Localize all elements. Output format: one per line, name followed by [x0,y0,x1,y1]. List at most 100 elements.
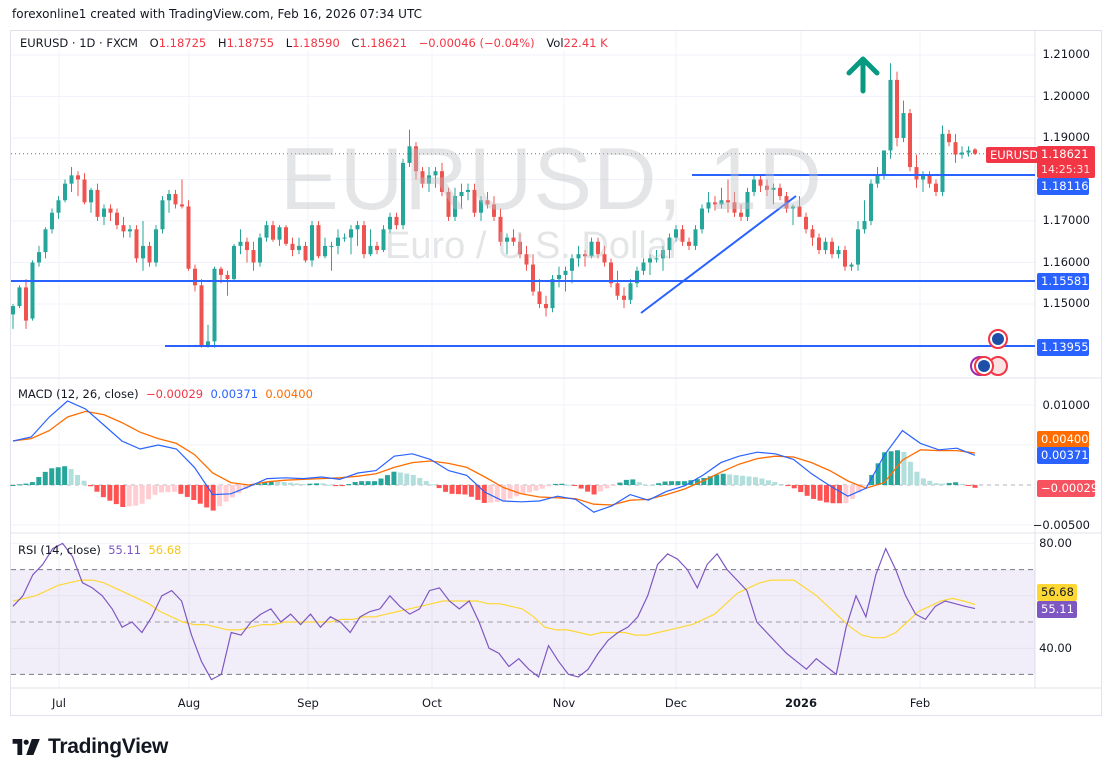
candle-body [225,274,230,280]
candle-body [108,208,113,213]
candle-body [895,79,899,138]
candle-body [186,206,191,269]
candle-body [160,200,165,230]
candle-body [687,241,691,246]
candle-body [310,225,314,261]
macd-histogram-bar [552,483,558,485]
macd-histogram-bar [604,485,610,489]
macd-histogram-bar [113,485,119,505]
candle-body [557,274,561,280]
time-tick: 2026 [784,696,818,710]
macd-line [12,400,976,513]
time-tick: Dec [664,696,688,710]
candle-body [836,250,841,255]
macd-histogram-bar [236,485,242,494]
rsi-tick: 80.00 [1039,536,1072,550]
macd-histogram-bar [759,478,765,485]
time-tick: Oct [422,696,442,710]
candle-body [349,229,353,238]
candle-body [271,225,275,240]
macd-histogram-bar [242,485,248,490]
candle-body [973,149,977,154]
candle-body [102,208,106,217]
macd-histogram-bar [204,485,210,508]
tradingview-logo[interactable]: TradingView [12,735,168,759]
macd-histogram-bar [365,481,371,485]
macd-histogram-bar [888,451,894,485]
candle-body [394,216,399,226]
macd-histogram-bar [927,480,933,485]
rsi-legend: RSI (14, close) 55.11 56.68 [18,543,181,557]
candle-body [719,200,724,205]
macd-histogram-bar [940,483,946,485]
candle-body [927,175,932,184]
macd-histogram-bar [559,483,565,485]
macd-histogram-bar [591,485,597,495]
macd-histogram-bar [55,467,61,485]
candle-body [134,229,139,259]
macd-histogram-bar [178,485,184,494]
candle-body [56,200,61,213]
macd-histogram-bar [811,485,817,499]
macd-histogram-bar [410,474,416,485]
macd-histogram-bar [29,482,35,485]
macd-histogram-bar [585,485,591,492]
candle-body [303,245,308,261]
candle-body [297,245,301,251]
macd-histogram-bar [107,485,113,501]
macd-histogram-bar [320,483,326,485]
candle-body [427,175,431,184]
candle-body [550,279,555,309]
candle-body [524,254,529,265]
macd-histogram-bar [895,450,901,485]
macd-line-tag: 0.00371 [1037,447,1089,464]
candle-body [661,250,665,259]
candle-body [511,237,516,242]
candle-body [804,216,808,230]
level-tag-2: 1.15581 [1037,273,1089,290]
candle-body [459,191,464,197]
macd-histogram-bar [946,482,952,485]
rsi-title[interactable]: RSI (14, close) [18,543,101,557]
macd-histogram-bar [740,475,746,485]
candle-body [875,175,880,184]
candle-body [544,304,548,309]
candle-body [693,229,698,246]
macd-histogram-bar [681,481,687,485]
macd-histogram-bar [953,482,959,485]
macd-histogram-bar [126,485,132,507]
candle-body [869,183,873,221]
macd-title[interactable]: MACD (12, 26, close) [18,387,139,401]
macd-histogram-bar [133,485,139,506]
candle-body [888,79,893,151]
close-value: 1.18621 [359,36,408,50]
candle-body [531,264,535,292]
macd-histogram-bar [862,485,868,486]
candle-body [69,175,74,184]
candle-body [934,183,938,192]
current-price-tag: 1.18621 [1037,146,1095,163]
macd-histogram-bar [275,481,281,485]
macd-histogram-bar [120,485,126,507]
candle-body [602,254,607,263]
macd-histogram-bar [824,485,830,503]
candle-body [277,227,282,240]
change-value: −0.00046 (−0.04%) [418,36,535,50]
macd-histogram-bar [662,481,668,485]
candle-body [758,179,763,186]
volume-value: 22.41 K [563,36,608,50]
macd-histogram-bar [656,483,662,485]
price-tick: 1.20000 [1042,89,1090,103]
symbol-label[interactable]: EURUSD · 1D · FXCM [20,36,138,50]
macd-histogram-bar [346,484,352,486]
candle-body [336,237,340,246]
candle-body [862,221,867,230]
macd-histogram-bar [636,482,642,485]
macd-histogram-bar [333,485,339,487]
candle-body [173,194,178,205]
candle-body [940,133,945,192]
macd-histogram-bar [933,483,939,485]
macd-histogram-bar [959,483,965,485]
trend-line [640,195,797,314]
